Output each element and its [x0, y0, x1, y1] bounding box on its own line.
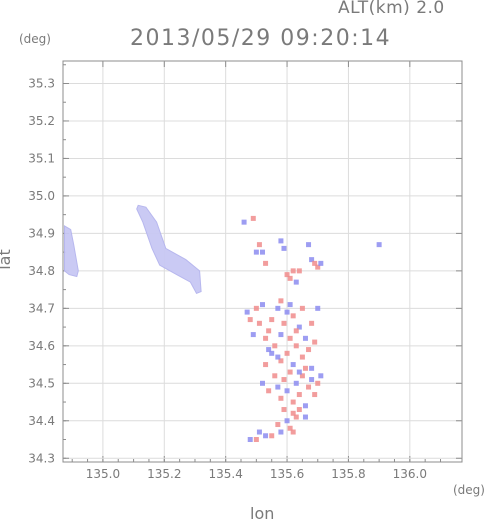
data-point: [257, 242, 262, 247]
data-point: [278, 430, 283, 435]
data-point: [303, 403, 308, 408]
data-point: [294, 381, 299, 386]
data-point: [291, 400, 296, 405]
data-point: [266, 388, 271, 393]
data-point: [278, 332, 283, 337]
data-point: [263, 362, 268, 367]
x-tick-label: 135.2: [147, 467, 181, 481]
data-point: [291, 430, 296, 435]
data-point: [297, 392, 302, 397]
data-point: [294, 328, 299, 333]
data-point: [248, 317, 253, 322]
data-point: [291, 362, 296, 367]
data-point: [303, 415, 308, 420]
data-point: [318, 373, 323, 378]
data-point: [315, 306, 320, 311]
data-point: [248, 437, 253, 442]
data-point: [266, 347, 271, 352]
data-point: [281, 246, 286, 251]
data-point: [281, 321, 286, 326]
data-point: [272, 343, 277, 348]
data-point: [263, 336, 268, 341]
data-point: [278, 238, 283, 243]
data-point: [254, 437, 259, 442]
data-point: [297, 407, 302, 412]
data-point: [303, 366, 308, 371]
data-point: [285, 351, 290, 356]
data-point: [272, 373, 277, 378]
x-tick-label: 135.6: [270, 467, 304, 481]
data-point: [309, 377, 314, 382]
data-point: [285, 418, 290, 423]
x-tick-label: 135.4: [208, 467, 242, 481]
data-point: [254, 306, 259, 311]
data-point: [312, 392, 317, 397]
data-point: [288, 370, 293, 375]
data-point: [260, 302, 265, 307]
data-point: [257, 321, 262, 326]
data-point: [275, 422, 280, 427]
echo-region-central-band: [137, 205, 201, 293]
data-point: [285, 388, 290, 393]
data-point: [377, 242, 382, 247]
data-point: [291, 313, 296, 318]
data-point: [312, 340, 317, 345]
y-tick-label: 35.2: [28, 114, 55, 128]
y-tick-label: 34.3: [28, 451, 55, 465]
data-point: [275, 306, 280, 311]
data-point: [263, 261, 268, 266]
data-point: [294, 415, 299, 420]
data-point: [306, 347, 311, 352]
data-point: [291, 268, 296, 273]
x-tick-label: 136.0: [393, 467, 427, 481]
data-point: [285, 310, 290, 315]
data-point: [251, 216, 256, 221]
data-point: [315, 381, 320, 386]
data-point: [309, 321, 314, 326]
data-point: [297, 268, 302, 273]
data-point: [309, 366, 314, 371]
y-tick-label: 34.8: [28, 264, 55, 278]
data-point: [288, 302, 293, 307]
data-point: [294, 280, 299, 285]
data-point: [300, 306, 305, 311]
data-point: [306, 385, 311, 390]
data-point: [269, 433, 274, 438]
data-point: [294, 343, 299, 348]
data-point: [251, 332, 256, 337]
x-tick-label: 135.8: [331, 467, 365, 481]
data-point: [303, 336, 308, 341]
y-tick-label: 35.3: [28, 76, 55, 90]
data-point: [278, 396, 283, 401]
data-point: [288, 336, 293, 341]
data-point: [288, 276, 293, 281]
x-tick-label: 135.0: [86, 467, 120, 481]
y-tick-label: 35.1: [28, 151, 55, 165]
y-tick-label: 34.6: [28, 339, 55, 353]
data-point: [254, 250, 259, 255]
data-point: [306, 242, 311, 247]
data-point: [275, 355, 280, 360]
data-point: [278, 298, 283, 303]
data-point: [281, 377, 286, 382]
data-point: [263, 433, 268, 438]
data-point: [260, 381, 265, 386]
data-point: [257, 430, 262, 435]
data-point: [260, 250, 265, 255]
y-tick-label: 34.5: [28, 376, 55, 390]
data-point: [275, 385, 280, 390]
data-point: [245, 310, 250, 315]
y-tick-label: 34.9: [28, 226, 55, 240]
data-point: [266, 328, 271, 333]
data-point: [297, 370, 302, 375]
data-point: [318, 261, 323, 266]
data-point: [242, 220, 247, 225]
data-point: [269, 317, 274, 322]
y-tick-label: 35.0: [28, 189, 55, 203]
y-tick-label: 34.4: [28, 414, 55, 428]
y-tick-label: 34.7: [28, 301, 55, 315]
data-point: [300, 355, 305, 360]
data-point: [281, 407, 286, 412]
